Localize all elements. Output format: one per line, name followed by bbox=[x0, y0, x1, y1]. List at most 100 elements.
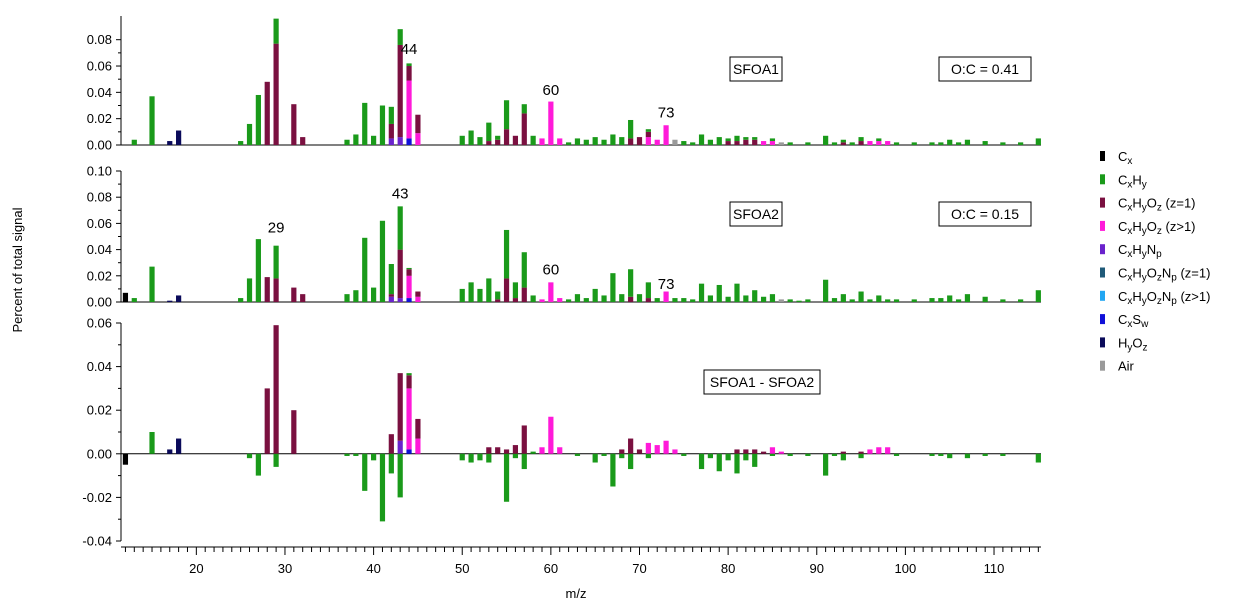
bar-mz-31 bbox=[291, 410, 297, 454]
bar-mz-111 bbox=[1000, 142, 1006, 145]
legend-item-air: Air bbox=[1100, 359, 1135, 374]
bar-mz-93 bbox=[840, 139, 846, 145]
legend-subscript: y bbox=[1142, 273, 1147, 284]
bar-mz-43 bbox=[397, 206, 403, 302]
bar-segment-cxhy bbox=[574, 294, 581, 302]
bar-segment-cxhyo1 bbox=[840, 142, 846, 145]
legend-label: CxHyNp bbox=[1118, 242, 1162, 260]
y-axis-title: Percent of total signal bbox=[10, 207, 25, 332]
bar-mz-77 bbox=[698, 453, 705, 470]
panel-label: SFOA2 bbox=[733, 206, 779, 222]
bar-segment-cxhy bbox=[947, 139, 953, 145]
legend-swatch bbox=[1100, 220, 1105, 231]
bar-segment-cxhy bbox=[238, 141, 244, 145]
bar-segment-cxhy bbox=[938, 298, 944, 302]
bar-segment-cxhy bbox=[344, 294, 350, 302]
bar-mz-50 bbox=[459, 288, 465, 302]
bar-segment-cxhyo1 bbox=[273, 325, 279, 454]
bar-segment-cxhy bbox=[601, 453, 607, 456]
y-tick-label: -0.02 bbox=[82, 490, 112, 505]
bar-segment-cxhy bbox=[849, 299, 855, 302]
legend-label: CxHyOzNp (z>1) bbox=[1118, 289, 1210, 307]
bar-segment-cxhy bbox=[725, 296, 731, 302]
bar-segment-cxhyo1 bbox=[264, 277, 270, 302]
legend-text-part: O bbox=[1147, 219, 1157, 234]
bar-segment-cxhy bbox=[823, 453, 829, 476]
bar-mz-67 bbox=[610, 134, 616, 145]
bar-segment-cxhy bbox=[362, 102, 368, 145]
bar-segment-cxhy bbox=[796, 300, 802, 302]
bar-segment-cxhy bbox=[867, 299, 873, 302]
bar-segment-cxhy bbox=[929, 298, 935, 302]
bar-mz-79 bbox=[716, 284, 722, 302]
bar-mz-87 bbox=[787, 453, 793, 456]
bar-mz-55 bbox=[503, 229, 510, 302]
bar-segment-cxhyogt1 bbox=[663, 125, 669, 145]
bar-segment-cxhy bbox=[592, 137, 598, 145]
bar-mz-29 bbox=[273, 18, 279, 146]
bar-segment-cxhy bbox=[459, 135, 465, 145]
bar-mz-72 bbox=[654, 139, 660, 145]
bar-segment-cxhy bbox=[583, 139, 589, 145]
bar-segment-cxhy bbox=[831, 142, 838, 145]
bar-mz-74 bbox=[672, 298, 678, 302]
bar-segment-cxhyo1 bbox=[291, 410, 297, 454]
bar-segment-cxhyogt1 bbox=[548, 416, 554, 454]
bar-mz-40 bbox=[371, 453, 377, 461]
bar-mz-41 bbox=[379, 453, 386, 522]
y-tick-label: 0.06 bbox=[87, 216, 112, 231]
bar-mz-39 bbox=[362, 453, 368, 491]
legend-text-part: H bbox=[1132, 289, 1141, 304]
bar-mz-107 bbox=[964, 139, 971, 145]
y-tick-label: 0.10 bbox=[87, 164, 112, 179]
bar-segment-cxhy bbox=[388, 106, 394, 124]
bar-mz-84 bbox=[760, 296, 767, 302]
bar-segment-cxhy bbox=[353, 453, 359, 456]
bar-segment-cxhy bbox=[760, 296, 767, 302]
bar-mz-66 bbox=[601, 295, 607, 302]
bar-segment-cxhyogt1 bbox=[760, 141, 767, 145]
bar-mz-37 bbox=[344, 139, 350, 145]
bar-mz-42 bbox=[388, 434, 394, 474]
bar-segment-cxhy bbox=[743, 295, 749, 302]
bar-segment-cxhyogt1 bbox=[645, 137, 651, 145]
bar-segment-cxhy bbox=[955, 142, 962, 145]
bar-segment-cxhyogt1 bbox=[867, 449, 873, 454]
bar-segment-cxhy bbox=[681, 453, 687, 456]
y-tick-label: 0.04 bbox=[87, 242, 112, 257]
bar-mz-27 bbox=[255, 239, 261, 302]
bar-mz-74 bbox=[672, 449, 678, 454]
bar-segment-cxhy bbox=[521, 453, 527, 470]
legend-text-part: C bbox=[1118, 196, 1127, 211]
bar-segment-cxhyo1 bbox=[406, 269, 412, 276]
peak-annotation: 44 bbox=[401, 41, 418, 58]
bar-segment-cxhy bbox=[565, 142, 572, 145]
bar-mz-15 bbox=[149, 432, 155, 454]
bar-segment-cxhyo1 bbox=[619, 449, 625, 454]
bar-segment-cxhy bbox=[831, 453, 838, 456]
bar-mz-111 bbox=[1000, 299, 1006, 302]
bar-segment-cxhy bbox=[406, 63, 412, 67]
bar-mz-38 bbox=[353, 290, 359, 302]
bar-segment-cxhy bbox=[645, 282, 651, 299]
bar-mz-44 bbox=[406, 373, 412, 454]
bar-mz-96 bbox=[867, 449, 873, 454]
bar-segment-cxhy bbox=[743, 137, 749, 140]
legend-subscript: y bbox=[1142, 296, 1147, 307]
bar-mz-12 bbox=[122, 453, 129, 465]
bar-segment-cxhyo1 bbox=[628, 296, 634, 302]
bar-segment-cxhy bbox=[1035, 453, 1041, 463]
bar-mz-44 bbox=[406, 267, 412, 302]
bar-segment-air bbox=[778, 142, 784, 145]
bar-mz-26 bbox=[246, 123, 253, 145]
legend-label: CxHyOz (z=1) bbox=[1118, 196, 1196, 214]
bar-segment-cxhy bbox=[929, 453, 935, 456]
bar-mz-54 bbox=[495, 447, 501, 454]
x-tick-label: 110 bbox=[984, 561, 1005, 576]
legend-subscript: y bbox=[1142, 203, 1147, 214]
bar-mz-64 bbox=[583, 139, 589, 145]
bar-segment-cxhy bbox=[468, 453, 474, 463]
legend-item-hyoz: HyOz bbox=[1100, 335, 1148, 353]
y-tick-label: -0.04 bbox=[82, 534, 112, 549]
